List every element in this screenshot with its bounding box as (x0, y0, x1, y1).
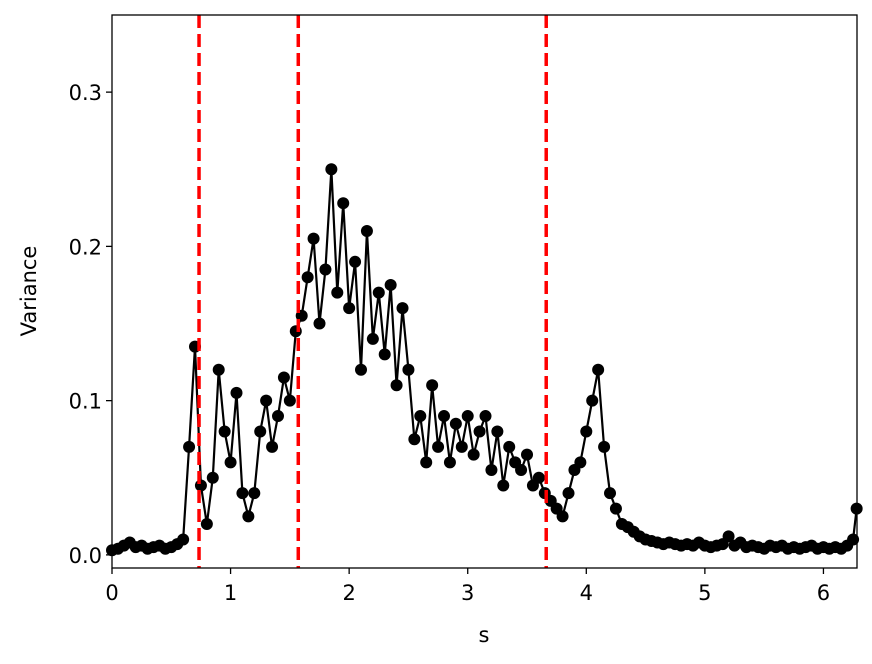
data-point (307, 232, 320, 245)
data-point (592, 363, 605, 376)
data-point (183, 440, 196, 453)
y-tick-label: 0.1 (69, 390, 102, 414)
data-point (515, 464, 528, 477)
x-tick-label: 0 (105, 581, 118, 605)
data-point (236, 487, 249, 500)
data-point (390, 379, 403, 392)
data-point (491, 425, 504, 438)
data-point (277, 371, 290, 384)
data-point (722, 530, 735, 543)
data-point (598, 440, 611, 453)
y-tick-label: 0.3 (69, 81, 102, 105)
x-tick-label: 2 (342, 581, 355, 605)
data-point (384, 278, 397, 291)
data-point (414, 410, 427, 423)
data-point (574, 456, 587, 469)
data-point (313, 317, 326, 330)
data-point (206, 471, 219, 484)
data-point (497, 479, 510, 492)
data-point (230, 386, 243, 399)
data-point (443, 456, 456, 469)
data-point (349, 255, 362, 268)
data-point (461, 410, 474, 423)
data-point (402, 363, 415, 376)
data-point (200, 518, 213, 531)
data-point (438, 410, 451, 423)
data-point (194, 479, 207, 492)
x-tick-label: 1 (224, 581, 237, 605)
data-point (396, 302, 409, 315)
data-point (366, 332, 379, 345)
y-tick-label: 0.2 (69, 235, 102, 259)
y-axis-label: Variance (17, 246, 41, 337)
data-point (301, 271, 314, 284)
data-point (343, 302, 356, 315)
data-point (319, 263, 332, 276)
data-point (337, 197, 350, 210)
data-point (847, 533, 860, 546)
data-point (331, 286, 344, 299)
data-point (580, 425, 593, 438)
x-tick-label: 6 (817, 581, 830, 605)
data-point (609, 502, 622, 515)
data-point (242, 510, 255, 523)
data-point (473, 425, 486, 438)
data-point (248, 487, 261, 500)
data-point (455, 440, 468, 453)
data-point (485, 464, 498, 477)
x-tick-label: 4 (580, 581, 593, 605)
x-tick-label: 3 (461, 581, 474, 605)
data-point (503, 440, 516, 453)
data-point (449, 417, 462, 430)
data-point (562, 487, 575, 500)
data-point (426, 379, 439, 392)
data-point (272, 410, 285, 423)
data-point (177, 533, 190, 546)
data-point (467, 448, 480, 461)
data-point (224, 456, 237, 469)
data-point (372, 286, 385, 299)
data-point (408, 433, 421, 446)
data-point (521, 448, 534, 461)
data-point (586, 394, 599, 407)
data-point (212, 363, 225, 376)
data-point (360, 224, 373, 237)
data-point (260, 394, 273, 407)
x-tick-label: 5 (698, 581, 711, 605)
data-point (218, 425, 231, 438)
data-point (355, 363, 368, 376)
y-tick-label: 0.0 (69, 544, 102, 568)
data-point (420, 456, 433, 469)
data-line (111, 169, 858, 552)
data-point (479, 410, 492, 423)
data-point (604, 487, 617, 500)
data-point (432, 440, 445, 453)
data-point (325, 163, 338, 176)
data-point (378, 348, 391, 361)
data-point (266, 440, 279, 453)
x-axis-label: s (479, 623, 490, 647)
data-point (532, 471, 545, 484)
data-point (556, 510, 569, 523)
plot-frame (111, 14, 858, 569)
data-point (283, 394, 296, 407)
data-point (254, 425, 267, 438)
